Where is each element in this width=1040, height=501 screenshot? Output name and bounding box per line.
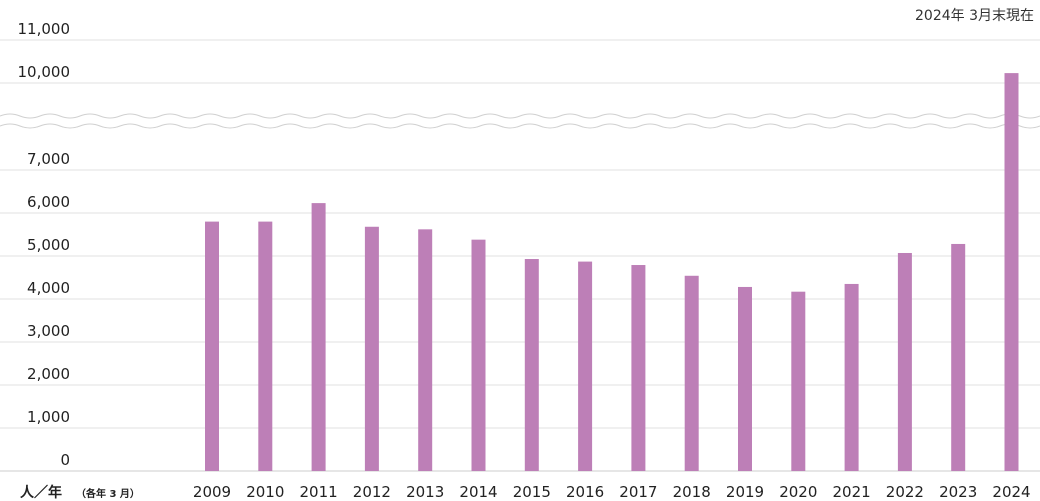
y-axis-ticks: 0 1,000 2,000 3,000 4,000 5,000 6,000 7,000 10,0… xyxy=(18,20,71,469)
chart-note: 2024年 3月末現在 xyxy=(915,8,1034,24)
axis-break-band xyxy=(0,115,1040,127)
x-tick-label: 2011 xyxy=(300,483,338,501)
x-tick-label: 2009 xyxy=(193,483,231,501)
y-tick-label: 11,000 xyxy=(18,20,71,38)
bar-2014 xyxy=(471,239,486,471)
axis-break-line xyxy=(0,113,1040,119)
bar-2010 xyxy=(258,221,273,471)
y-tick-label: 2,000 xyxy=(27,365,70,383)
x-tick-label: 2012 xyxy=(353,483,391,501)
y-axis-unit-note: （各年 3 月） xyxy=(76,487,140,500)
x-tick-label: 2022 xyxy=(886,483,924,501)
y-tick-label: 3,000 xyxy=(27,322,70,340)
x-tick-label: 2021 xyxy=(833,483,871,501)
grid-lines xyxy=(0,39,1040,472)
axis-break-line xyxy=(0,123,1040,129)
x-axis-ticks: 2009 2010 2011 2012 2013 2014 2015 2016 2017 2018… xyxy=(193,483,1031,501)
bar-2015 xyxy=(524,259,539,471)
y-tick-label: 1,000 xyxy=(27,408,70,426)
bar-2023 xyxy=(951,243,966,471)
x-tick-label: 2016 xyxy=(566,483,604,501)
y-axis-unit: 人／年 xyxy=(20,484,62,501)
bar-2021 xyxy=(844,283,859,471)
y-tick-label: 0 xyxy=(60,451,70,469)
bar-2024 xyxy=(1004,73,1019,472)
x-tick-label: 2015 xyxy=(513,483,551,501)
x-tick-label: 2020 xyxy=(779,483,817,501)
x-tick-label: 2014 xyxy=(459,483,497,501)
bar-2019 xyxy=(738,286,752,471)
bar-2020 xyxy=(791,291,806,471)
x-tick-label: 2023 xyxy=(939,483,977,501)
x-tick-label: 2010 xyxy=(246,483,284,501)
bar-2013 xyxy=(418,229,433,471)
bar-2009 xyxy=(205,221,219,471)
bar-2016 xyxy=(578,261,593,471)
bar-2022 xyxy=(897,252,912,471)
x-tick-label: 2019 xyxy=(726,483,764,501)
bar-2011 xyxy=(311,203,326,472)
x-tick-label: 2024 xyxy=(992,483,1030,501)
bar-2017 xyxy=(631,265,646,471)
bar-2018 xyxy=(684,275,699,471)
bars xyxy=(205,73,1019,472)
y-tick-label: 4,000 xyxy=(27,279,70,297)
y-tick-label: 7,000 xyxy=(27,150,70,168)
x-tick-label: 2017 xyxy=(619,483,657,501)
bar-2012 xyxy=(364,226,379,471)
axis-break xyxy=(0,113,1040,129)
y-tick-label: 10,000 xyxy=(18,63,71,81)
y-tick-label: 5,000 xyxy=(27,236,70,254)
y-tick-label: 6,000 xyxy=(27,193,70,211)
x-tick-label: 2013 xyxy=(406,483,444,501)
x-tick-label: 2018 xyxy=(673,483,711,501)
